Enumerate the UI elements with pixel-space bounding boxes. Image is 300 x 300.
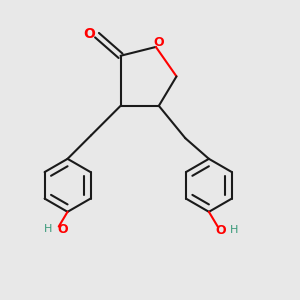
Text: O: O (58, 223, 68, 236)
Text: H: H (230, 225, 238, 235)
Text: O: O (84, 27, 96, 41)
Text: H: H (44, 224, 52, 235)
Text: O: O (153, 36, 164, 49)
Text: O: O (215, 224, 226, 237)
